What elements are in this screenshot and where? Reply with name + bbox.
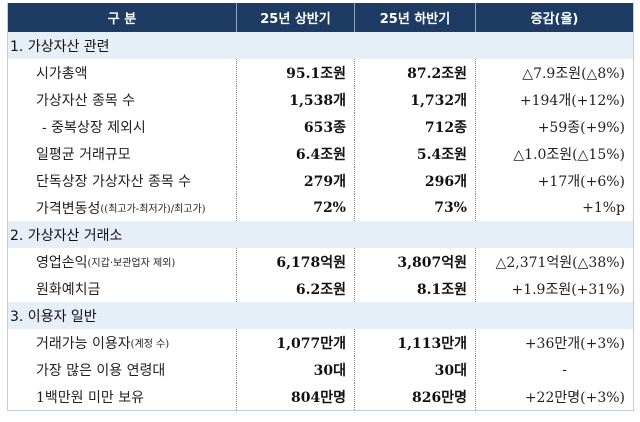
- crypto-market-comparison-table: 구 분 25년 상반기 25년 하반기 증감(율) 1. 가상자산 관련 시가총…: [7, 3, 634, 411]
- change-value: +36만개(+3%): [524, 335, 625, 352]
- row-label: 일평균 거래규모: [8, 140, 237, 167]
- label-note: ((최고가-최저가)/최고가): [100, 204, 206, 215]
- table-row: 단독상장 가상자산 종목 수 279개 296개 +17개(+6%): [8, 167, 633, 194]
- table-header: 구 분 25년 상반기 25년 하반기 증감(율): [8, 3, 633, 32]
- h2-value: 5.4조원: [355, 140, 476, 167]
- header-change: 증감(율): [530, 12, 579, 27]
- h2-value: 30대: [355, 356, 476, 383]
- h1-value: 6.2조원: [237, 275, 355, 302]
- change-value: △7.9조원(△8%): [522, 65, 625, 82]
- header-h2-2025: 25년 하반기: [355, 3, 476, 32]
- row-label: - 중복상장 제외시: [8, 113, 237, 140]
- table-row: 시가총액 95.1조원 87.2조원 △7.9조원(△8%): [8, 59, 633, 86]
- h1-value: 6,178억원: [237, 248, 355, 275]
- h2-value: 3,807억원: [355, 248, 476, 275]
- row-label: 영업손익 (지갑·보관업자 제외): [8, 248, 237, 275]
- row-label: 가장 많은 이용 연령대: [8, 356, 237, 383]
- h1-value: 95.1조원: [237, 59, 355, 86]
- change-value: +194개(+12%): [519, 92, 625, 109]
- change-value: +1%p: [582, 199, 625, 216]
- change-value: -: [562, 361, 567, 378]
- row-label: 가상자산 종목 수: [8, 86, 237, 113]
- row-label: 단독상장 가상자산 종목 수: [8, 167, 237, 194]
- row-label: 가격변동성 ((최고가-최저가)/최고가): [8, 194, 237, 221]
- table-row: 가상자산 종목 수 1,538개 1,732개 +194개(+12%): [8, 86, 633, 113]
- h1-value: 653종: [237, 113, 355, 140]
- h2-value: 296개: [355, 167, 476, 194]
- change-value: +17개(+6%): [537, 173, 625, 190]
- table-row: 일평균 거래규모 6.4조원 5.4조원 △1.0조원(△15%): [8, 140, 633, 167]
- change-value: +1.9조원(+31%): [511, 281, 625, 298]
- h2-value: 87.2조원: [355, 59, 476, 86]
- h1-value: 1,077만개: [237, 329, 355, 356]
- table-row: 가격변동성 ((최고가-최저가)/최고가) 72% 73% +1%p: [8, 194, 633, 221]
- section-header: 3. 이용자 일반: [8, 302, 633, 329]
- h2-value: 1,732개: [355, 86, 476, 113]
- table-row: 거래가능 이용자 (계정 수) 1,077만개 1,113만개 +36만개(+3%…: [8, 329, 633, 356]
- section-header: 1. 가상자산 관련: [8, 32, 633, 59]
- h2-value: 826만명: [355, 383, 476, 410]
- table-row: 원화예치금 6.2조원 8.1조원 +1.9조원(+31%): [8, 275, 633, 302]
- h2-value: 1,113만개: [355, 329, 476, 356]
- table-row: 1백만원 미만 보유 804만명 826만명 +22만명(+3%): [8, 383, 633, 410]
- change-value: +22만명(+3%): [524, 389, 625, 406]
- row-label: 시가총액: [8, 59, 237, 86]
- row-label: 원화예치금: [8, 275, 237, 302]
- h1-value: 1,538개: [237, 86, 355, 113]
- h1-value: 279개: [237, 167, 355, 194]
- row-label: 1백만원 미만 보유: [8, 383, 237, 410]
- h1-value: 6.4조원: [237, 140, 355, 167]
- header-h1-2025: 25년 상반기: [237, 3, 355, 32]
- change-value: △1.0조원(△15%): [513, 146, 625, 163]
- table-row: 가장 많은 이용 연령대 30대 30대 -: [8, 356, 633, 383]
- change-value: +59종(+9%): [537, 119, 625, 136]
- h1-value: 30대: [237, 356, 355, 383]
- h2-value: 8.1조원: [355, 275, 476, 302]
- table-row: 영업손익 (지갑·보관업자 제외) 6,178억원 3,807억원 △2,371억…: [8, 248, 633, 275]
- h1-value: 72%: [237, 194, 355, 221]
- change-value: △2,371억원(△38%): [495, 254, 625, 271]
- h2-value: 73%: [355, 194, 476, 221]
- row-label: 거래가능 이용자 (계정 수): [8, 329, 237, 356]
- label-note: (지갑·보관업자 제외): [87, 258, 176, 269]
- header-category: 구 분: [8, 3, 237, 32]
- section-header: 2. 가상자산 거래소: [8, 221, 633, 248]
- h2-value: 712종: [355, 113, 476, 140]
- h1-value: 804만명: [237, 383, 355, 410]
- label-note: (계정 수): [130, 339, 170, 350]
- table-row: - 중복상장 제외시 653종 712종 +59종(+9%): [8, 113, 633, 140]
